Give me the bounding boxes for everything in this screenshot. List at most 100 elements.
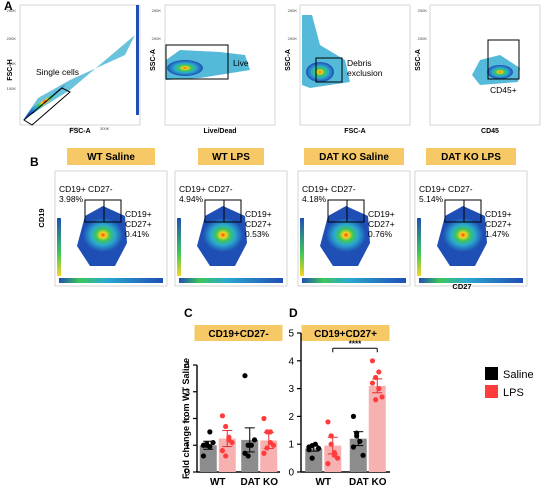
data-point — [306, 447, 312, 453]
flow-ylabel: CD19 — [37, 208, 46, 227]
data-point — [350, 413, 357, 419]
data-point — [261, 450, 267, 456]
q2-label-line1: CD19+ — [125, 209, 152, 219]
svg-text:200K: 200K — [152, 36, 162, 41]
q1-percent: 5.14% — [419, 194, 444, 204]
category-label: DAT KO — [349, 477, 387, 488]
data-point — [226, 437, 232, 443]
q1-percent: 3.98% — [59, 194, 84, 204]
data-point — [325, 461, 331, 467]
y-tick-label: 3 — [184, 387, 190, 398]
flow-panel: DAT KO Saline CD19+ CD27-4.18% CD19+CD27+0… — [297, 148, 411, 287]
density-bottom-band — [179, 278, 283, 283]
q2-label-line2: CD27+ — [125, 219, 152, 229]
y-axis-label: Fold change from WT Saline — [181, 358, 191, 479]
data-point — [242, 373, 248, 379]
q2-percent: 1.47% — [485, 229, 510, 239]
gate-label-debris: Debris exclusion — [347, 58, 383, 78]
legend-swatch-saline — [485, 367, 498, 380]
chart-title-box — [194, 325, 283, 341]
gating-ylabel-3: SSC-A — [285, 49, 292, 71]
svg-text:100K: 100K — [7, 86, 17, 91]
bar — [305, 448, 323, 472]
y-tick-label: 3 — [288, 384, 294, 395]
chart-title-box — [301, 325, 390, 341]
y-tick-label: 2 — [184, 414, 190, 425]
data-point — [251, 437, 258, 443]
data-point — [261, 415, 267, 422]
gating-xlabel-4: CD45 — [481, 128, 499, 135]
data-point — [376, 386, 382, 392]
data-point — [369, 358, 376, 364]
density-core — [443, 218, 483, 252]
data-point — [267, 429, 273, 435]
density-core — [203, 218, 243, 252]
svg-text:200K: 200K — [418, 36, 428, 41]
data-point — [315, 445, 322, 451]
gating-ylabel-4: SSC-A — [415, 49, 422, 71]
svg-text:250K: 250K — [418, 8, 428, 13]
data-point — [219, 448, 226, 454]
q1-label: CD19+ CD27- — [419, 184, 473, 194]
gate-label-cd45: CD45+ — [490, 85, 517, 95]
flow-panel: DAT KO LPS CD19+ CD27-5.14% CD19+CD27+1.47… — [414, 148, 528, 287]
density-left-band — [417, 218, 421, 276]
svg-text:300K: 300K — [100, 126, 110, 131]
flow-plot-frame — [297, 170, 411, 287]
chart-title: CD19+CD27+ — [314, 329, 377, 340]
chart-cd19-cd27-pos: CD19+CD27+ 0 1 2 3 4 5 WT DAT KO **** — [288, 325, 390, 488]
density-left-band — [177, 218, 181, 276]
q2-label-line1: CD19+ — [485, 209, 512, 219]
data-point — [360, 452, 366, 458]
data-point — [245, 453, 251, 459]
legend-label-saline: Saline — [503, 369, 534, 381]
q2-label-line1: CD19+ — [245, 209, 272, 219]
q1-label: CD19+ CD27- — [59, 184, 113, 194]
q1-label: CD19+ CD27- — [179, 184, 233, 194]
density-bottom-band — [419, 278, 523, 283]
q1-percent: 4.18% — [302, 194, 327, 204]
panel-letter-d: D — [289, 306, 298, 320]
data-point — [309, 442, 315, 449]
data-point — [223, 423, 229, 430]
flow-title: WT LPS — [212, 152, 250, 163]
data-point — [248, 442, 254, 448]
flow-xlabel: CD27 — [452, 282, 471, 291]
density-bottom-band — [302, 278, 406, 283]
y-tick-label: 5 — [288, 329, 294, 340]
gating-plot-live: Live SSC-A Live/Dead 250K 200K — [150, 4, 276, 135]
density-core — [83, 218, 123, 252]
gate-cd27-pos — [103, 199, 122, 223]
gating-ylabel-2: SSC-A — [150, 49, 157, 71]
gating-plot-single-cells: Single cells FSC-H FSC-A 250K 200K 150K … — [7, 4, 141, 135]
flow-title: DAT KO Saline — [319, 152, 389, 163]
data-point — [219, 413, 226, 419]
y-tick-label: 1 — [184, 441, 190, 452]
flow-title: DAT KO LPS — [441, 152, 501, 163]
panel-letter-b: B — [30, 155, 39, 169]
flow-panel: WT Saline CD19+ CD27-3.98% CD19+CD27+0.41% — [54, 148, 168, 287]
y-tick-label: 0 — [184, 468, 190, 479]
data-point — [200, 453, 207, 459]
gating-xlabel-2: Live/Dead — [203, 128, 236, 135]
bar — [199, 445, 217, 472]
data-point — [331, 452, 337, 458]
svg-text:250K: 250K — [288, 8, 298, 13]
flow-title-box — [304, 148, 404, 165]
flow-title-box — [426, 148, 516, 165]
category-label: WT — [315, 477, 331, 488]
data-point — [373, 374, 379, 381]
density-core — [326, 218, 366, 252]
data-point — [309, 455, 315, 461]
data-point — [207, 429, 213, 435]
panel-letter-c: C — [184, 306, 193, 320]
data-point — [376, 369, 382, 375]
svg-text:150K: 150K — [7, 61, 17, 66]
data-point — [379, 394, 385, 400]
legend-swatch-lps — [485, 385, 498, 398]
legend: Saline LPS — [485, 367, 534, 399]
category-label: WT — [210, 477, 226, 488]
